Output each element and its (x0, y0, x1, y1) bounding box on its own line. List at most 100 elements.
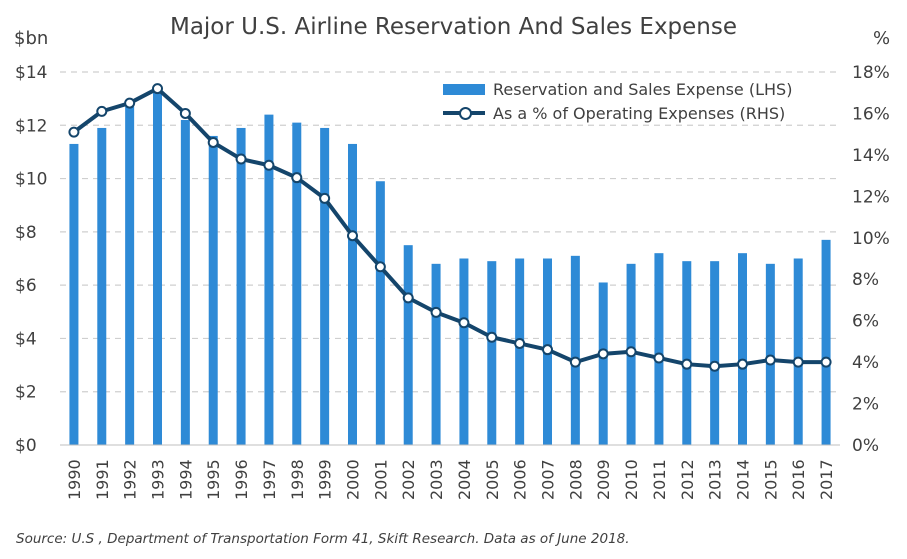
bar (375, 181, 385, 445)
bar (821, 239, 831, 445)
x-tick-label: 1991 (93, 459, 112, 500)
line-point (179, 107, 191, 119)
bar (153, 87, 162, 445)
x-tick-label: 1999 (316, 459, 335, 500)
legend-line-label: As a % of Operating Expenses (RHS) (493, 103, 786, 123)
line-point (458, 317, 470, 329)
y-right-tick-label: 0% (852, 436, 879, 456)
line-point (569, 356, 581, 368)
x-tick-label: 2004 (455, 459, 474, 500)
line-point (597, 348, 609, 360)
line-point (737, 358, 748, 370)
right-axis-unit: % (873, 28, 891, 49)
x-tick-label: 2002 (399, 459, 418, 500)
y-right-tick-label: 10% (852, 229, 890, 249)
x-tick-label: 2006 (511, 459, 530, 500)
line-point (68, 126, 80, 138)
line-point (124, 97, 136, 109)
y-right-tick-label: 8% (852, 270, 879, 290)
legend-bar-swatch (443, 83, 485, 95)
left-axis-unit: $bn (14, 28, 49, 49)
bar (765, 263, 775, 445)
line-point (430, 306, 442, 318)
y-left-tick-label: $4 (15, 329, 37, 349)
y-right-tick-label: 14% (852, 146, 890, 166)
x-tick-label: 1997 (260, 459, 279, 500)
x-tick-label: 2016 (789, 459, 808, 500)
x-tick-label: 2003 (427, 459, 446, 500)
line-point (374, 261, 386, 273)
y-left-tick-label: $10 (15, 170, 47, 190)
y-left-tick-label: $0 (15, 436, 37, 456)
line-point (291, 172, 303, 184)
y-left-tick-label: $6 (15, 276, 37, 296)
x-tick-label: 1993 (149, 459, 168, 500)
bar (738, 253, 747, 445)
line-point (709, 360, 721, 372)
x-tick-label: 2011 (650, 459, 669, 500)
line-point (625, 346, 637, 358)
line-point (820, 356, 832, 368)
x-tick-label: 1992 (121, 459, 140, 500)
x-tick-label: 2008 (566, 459, 585, 500)
x-tick-label: 2000 (344, 459, 363, 500)
x-tick-label: 2005 (483, 459, 502, 500)
line-point (347, 230, 358, 242)
y-right-tick-label: 16% (852, 104, 890, 124)
bar (710, 261, 720, 445)
x-tick-label: 2010 (622, 459, 641, 500)
line-series (72, 86, 827, 369)
bar (570, 255, 580, 445)
x-tick-label: 1990 (65, 459, 84, 500)
line-point (542, 344, 553, 356)
bar (487, 261, 497, 445)
source-note: Source: U.S , Department of Transportati… (16, 531, 630, 547)
bar (236, 127, 246, 445)
line-point (96, 105, 108, 117)
line-point (319, 192, 331, 204)
line-point (514, 337, 526, 349)
line-point (263, 159, 275, 171)
bar (264, 114, 274, 445)
y-right-tick-label: 4% (852, 353, 879, 373)
bar (793, 258, 803, 445)
x-tick-label: 1994 (176, 459, 195, 500)
bar (320, 127, 330, 445)
line-point (402, 292, 414, 304)
line-point (235, 153, 247, 165)
bar (97, 127, 107, 445)
bar (125, 106, 135, 445)
legend-item-bar: Reservation and Sales Expense (LHS) (443, 77, 792, 101)
legend-item-line: As a % of Operating Expenses (RHS) (443, 101, 792, 125)
line-point (653, 352, 665, 364)
line-point (681, 358, 693, 370)
bar (403, 245, 413, 445)
y-left-tick-label: $14 (15, 63, 47, 83)
legend: Reservation and Sales Expense (LHS) As a… (443, 77, 792, 125)
x-tick-label: 2007 (539, 459, 558, 500)
bar (459, 258, 469, 445)
legend-line-swatch (443, 106, 485, 120)
bar (598, 282, 608, 445)
x-tick-label: 1998 (288, 459, 307, 500)
chart-title: Major U.S. Airline Reservation And Sales… (169, 14, 738, 40)
y-left-tick-label: $2 (15, 383, 37, 403)
bar (208, 135, 218, 445)
x-tick-label: 1995 (204, 459, 223, 500)
line-point (792, 356, 804, 368)
y-right-tick-label: 18% (852, 63, 890, 83)
x-tick-label: 2017 (817, 459, 836, 500)
bar (682, 261, 692, 445)
legend-bar-label: Reservation and Sales Expense (LHS) (493, 79, 793, 99)
x-tick-label: 2013 (706, 459, 725, 500)
line-point (152, 83, 163, 95)
bar (69, 143, 79, 445)
bar (292, 122, 302, 445)
y-right-tick-label: 12% (852, 187, 890, 207)
y-right-tick-label: 2% (852, 395, 879, 415)
x-tick-label: 2009 (594, 459, 613, 500)
bar (431, 263, 441, 445)
x-tick-label: 2001 (371, 459, 390, 500)
